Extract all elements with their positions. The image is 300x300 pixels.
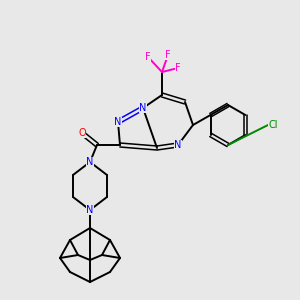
Text: F: F [145,52,151,62]
Text: N: N [86,205,94,215]
Text: N: N [86,157,94,167]
Text: N: N [174,140,182,150]
Text: F: F [175,63,181,73]
Text: O: O [78,128,86,138]
Text: F: F [165,50,171,60]
Text: N: N [139,103,147,113]
Text: N: N [114,117,122,127]
Text: Cl: Cl [268,120,278,130]
